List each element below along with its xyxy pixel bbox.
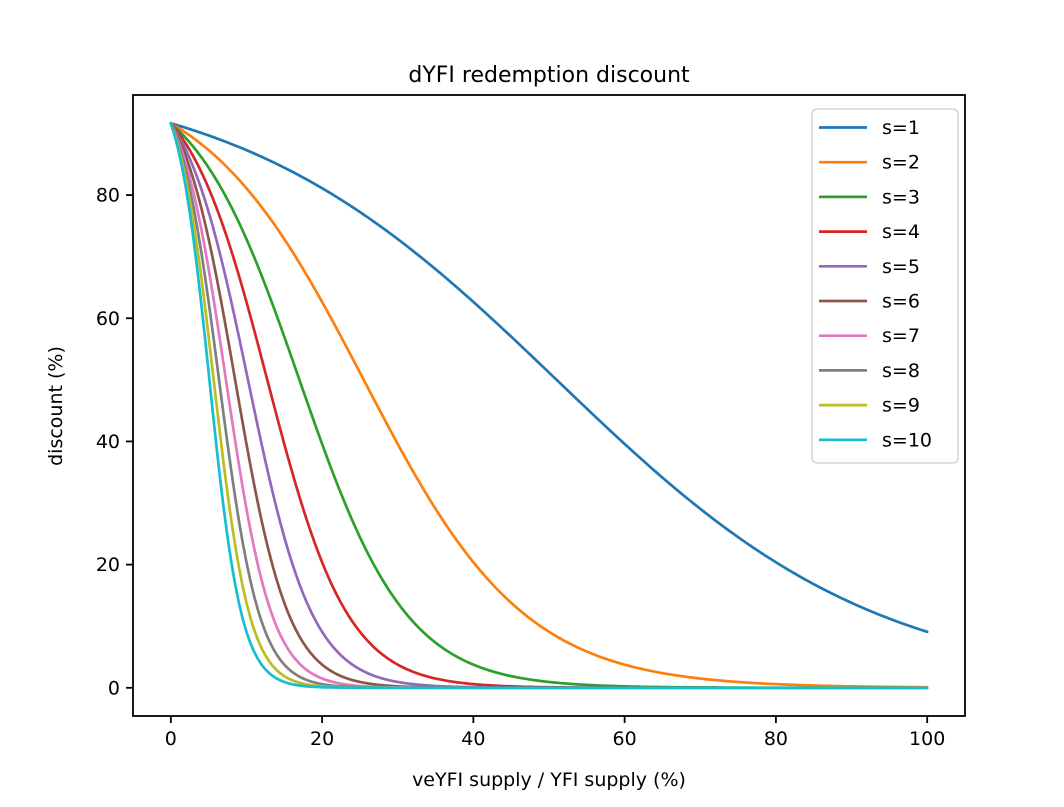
x-axis-label: veYFI supply / YFI supply (%) (412, 769, 686, 791)
x-tick-label: 80 (764, 728, 788, 750)
legend-entry-s=5: s=5 (819, 256, 920, 278)
legend-label-s=3: s=3 (882, 186, 920, 208)
legend: s=1 s=2 s=3 s=4 s=5 s=6 s=7 s=8 s=9 s=10 (811, 108, 959, 464)
legend-entry-s=4: s=4 (819, 221, 920, 243)
y-tick-label: 80 (96, 185, 120, 207)
legend-entry-s=3: s=3 (819, 186, 920, 208)
y-axis-ticks: 0 20 40 60 80 (96, 185, 133, 699)
curve-s=1 (169, 121, 929, 634)
y-tick-label: 0 (108, 677, 120, 699)
legend-entry-s=1: s=1 (819, 117, 920, 139)
legend-label-s=4: s=4 (882, 221, 920, 243)
y-axis-label: discount (%) (45, 346, 67, 466)
x-tick-label: 0 (165, 728, 177, 750)
legend-label-s=2: s=2 (882, 152, 920, 174)
x-tick-label: 60 (613, 728, 637, 750)
curves-group (169, 121, 929, 690)
legend-label-s=5: s=5 (882, 256, 920, 278)
legend-label-s=10: s=10 (882, 429, 932, 451)
legend-entry-s=6: s=6 (819, 291, 920, 313)
legend-entry-s=7: s=7 (819, 325, 920, 347)
legend-entry-s=9: s=9 (819, 395, 920, 417)
legend-entry-s=10: s=10 (819, 429, 932, 451)
x-tick-label: 40 (461, 728, 485, 750)
legend-label-s=9: s=9 (882, 395, 920, 417)
curve-s=10 (169, 121, 929, 690)
y-tick-label: 40 (96, 431, 120, 453)
x-tick-label: 100 (909, 728, 945, 750)
legend-label-s=7: s=7 (882, 325, 920, 347)
legend-label-s=1: s=1 (882, 117, 920, 139)
axes-frame (132, 94, 966, 717)
legend-entry-s=8: s=8 (819, 360, 920, 382)
x-tick-label: 20 (310, 728, 334, 750)
y-tick-label: 20 (96, 554, 120, 576)
legend-entry-s=2: s=2 (819, 152, 920, 174)
x-axis-ticks: 0 20 40 60 80 100 (165, 716, 945, 750)
legend-label-s=6: s=6 (882, 291, 920, 313)
y-tick-label: 60 (96, 308, 120, 330)
chart-title: dYFI redemption discount (408, 63, 690, 88)
curve-s=2 (169, 121, 929, 689)
legend-label-s=8: s=8 (882, 360, 920, 382)
